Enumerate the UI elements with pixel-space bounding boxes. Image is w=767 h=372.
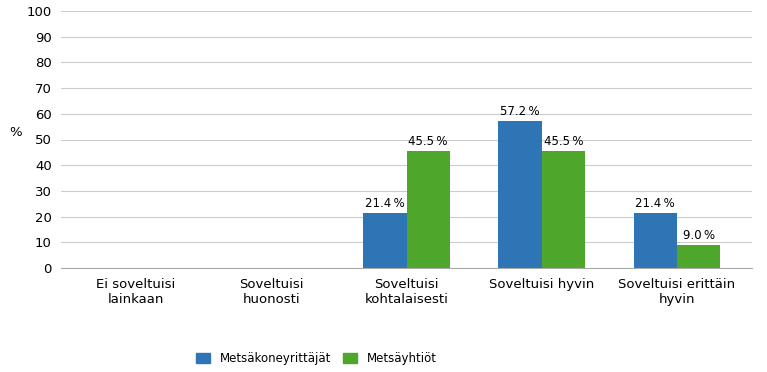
Bar: [542, 151, 585, 268]
Text: 21.4 %: 21.4 %: [365, 197, 405, 210]
Bar: [499, 121, 542, 268]
Legend: Metsäkoneyrittäjät, Metsäyhtiöt: Metsäkoneyrittäjät, Metsäyhtiöt: [192, 347, 441, 370]
Bar: [677, 245, 720, 268]
Bar: [364, 213, 407, 268]
Bar: [407, 151, 449, 268]
Text: 45.5 %: 45.5 %: [544, 135, 583, 148]
Y-axis label: %: %: [9, 126, 21, 140]
Text: 45.5 %: 45.5 %: [408, 135, 448, 148]
Text: 21.4 %: 21.4 %: [636, 197, 675, 210]
Text: 9.0 %: 9.0 %: [683, 229, 715, 242]
Text: 57.2 %: 57.2 %: [500, 105, 540, 118]
Bar: [634, 213, 677, 268]
